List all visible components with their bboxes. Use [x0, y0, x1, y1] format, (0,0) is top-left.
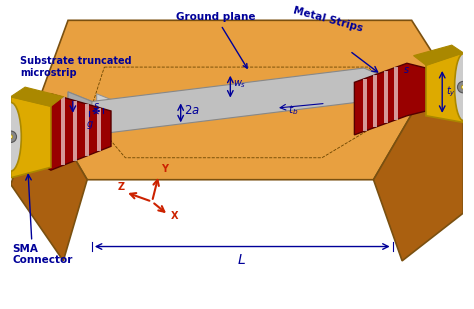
Polygon shape [11, 87, 64, 106]
Polygon shape [97, 108, 101, 151]
Text: $L$: $L$ [237, 253, 246, 267]
Text: $t_b$: $t_b$ [288, 103, 298, 117]
Polygon shape [363, 78, 367, 131]
Polygon shape [73, 101, 77, 161]
Polygon shape [39, 94, 111, 170]
Text: Y: Y [161, 164, 168, 174]
Text: $w_s$: $w_s$ [233, 78, 246, 90]
Text: Substrate truncated
microstrip: Substrate truncated microstrip [20, 56, 132, 78]
Polygon shape [384, 71, 388, 123]
Polygon shape [374, 75, 377, 127]
Text: $t_y$: $t_y$ [446, 85, 456, 99]
Polygon shape [39, 20, 440, 180]
Text: SMA
Connector: SMA Connector [13, 244, 73, 265]
Text: $s$: $s$ [93, 101, 100, 111]
Circle shape [461, 85, 465, 89]
Polygon shape [394, 67, 398, 120]
Polygon shape [374, 65, 463, 261]
Circle shape [9, 135, 13, 139]
Ellipse shape [455, 54, 472, 121]
Polygon shape [85, 104, 89, 156]
Polygon shape [97, 70, 383, 115]
Text: $s$: $s$ [403, 65, 410, 75]
Polygon shape [426, 53, 463, 122]
Circle shape [457, 81, 469, 93]
Polygon shape [68, 68, 391, 135]
Text: Z: Z [118, 182, 125, 192]
Polygon shape [11, 97, 51, 178]
Polygon shape [11, 99, 87, 261]
Polygon shape [355, 63, 426, 135]
Circle shape [5, 131, 17, 142]
Text: Metal Strips: Metal Strips [292, 6, 364, 34]
Polygon shape [414, 45, 463, 65]
Text: $2a$: $2a$ [183, 104, 200, 117]
Text: Ground plane: Ground plane [176, 12, 256, 68]
Text: X: X [171, 211, 179, 221]
Polygon shape [61, 97, 65, 165]
Ellipse shape [0, 102, 21, 171]
Polygon shape [68, 92, 92, 135]
Text: $g$: $g$ [86, 119, 94, 131]
